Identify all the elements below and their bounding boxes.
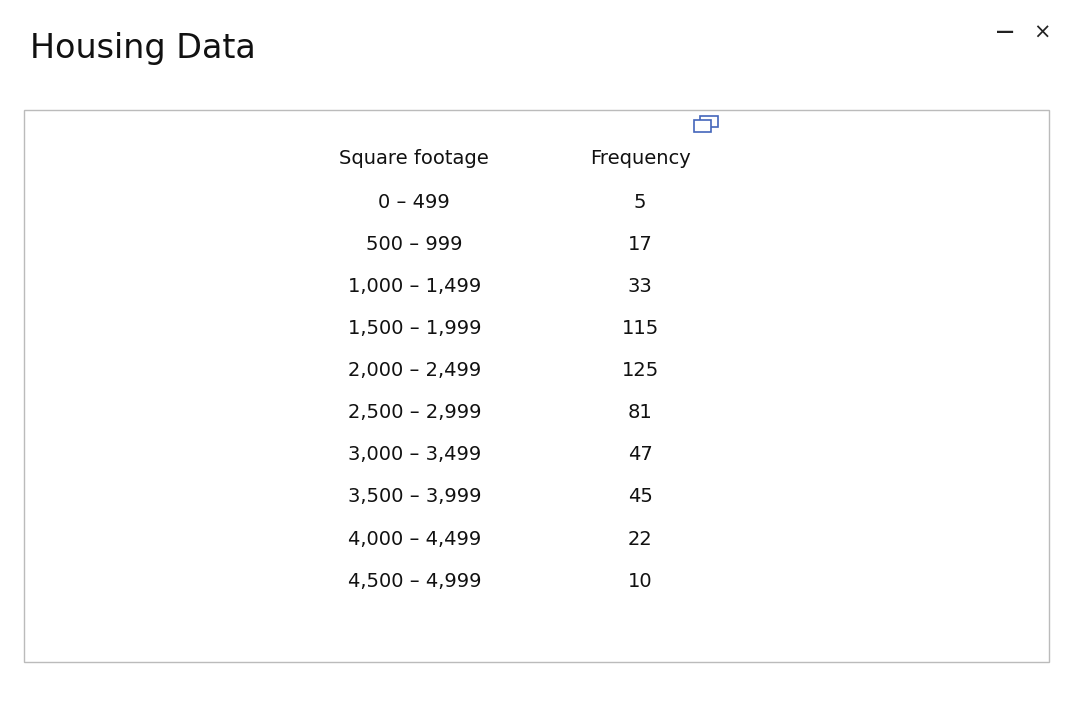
Text: 0 – 499: 0 – 499 (379, 193, 450, 212)
Text: 4,000 – 4,499: 4,000 – 4,499 (348, 530, 481, 549)
Text: 45: 45 (627, 487, 653, 506)
Text: 1,500 – 1,999: 1,500 – 1,999 (348, 319, 481, 338)
Text: ×: × (1033, 23, 1050, 42)
Text: 1,000 – 1,499: 1,000 – 1,499 (348, 277, 481, 296)
Text: 5: 5 (634, 193, 647, 212)
Text: 47: 47 (627, 445, 653, 464)
Text: 3,500 – 3,999: 3,500 – 3,999 (348, 487, 481, 506)
Text: 10: 10 (628, 572, 652, 590)
Text: Housing Data: Housing Data (30, 32, 256, 65)
Text: 22: 22 (627, 530, 653, 549)
Text: 33: 33 (627, 277, 653, 296)
Text: 115: 115 (622, 319, 659, 338)
Text: 3,000 – 3,499: 3,000 – 3,499 (348, 445, 481, 464)
FancyBboxPatch shape (24, 110, 1049, 662)
Text: 4,500 – 4,999: 4,500 – 4,999 (348, 572, 481, 590)
Text: 17: 17 (627, 235, 653, 253)
Text: 2,500 – 2,999: 2,500 – 2,999 (348, 404, 481, 422)
Text: —: — (996, 23, 1014, 40)
Text: Square footage: Square footage (339, 149, 490, 168)
FancyBboxPatch shape (700, 116, 718, 127)
Text: 125: 125 (622, 361, 659, 380)
FancyBboxPatch shape (694, 120, 711, 132)
Text: 500 – 999: 500 – 999 (366, 235, 463, 253)
Text: 2,000 – 2,499: 2,000 – 2,499 (348, 361, 481, 380)
Text: 81: 81 (627, 404, 653, 422)
Text: Frequency: Frequency (590, 149, 691, 168)
